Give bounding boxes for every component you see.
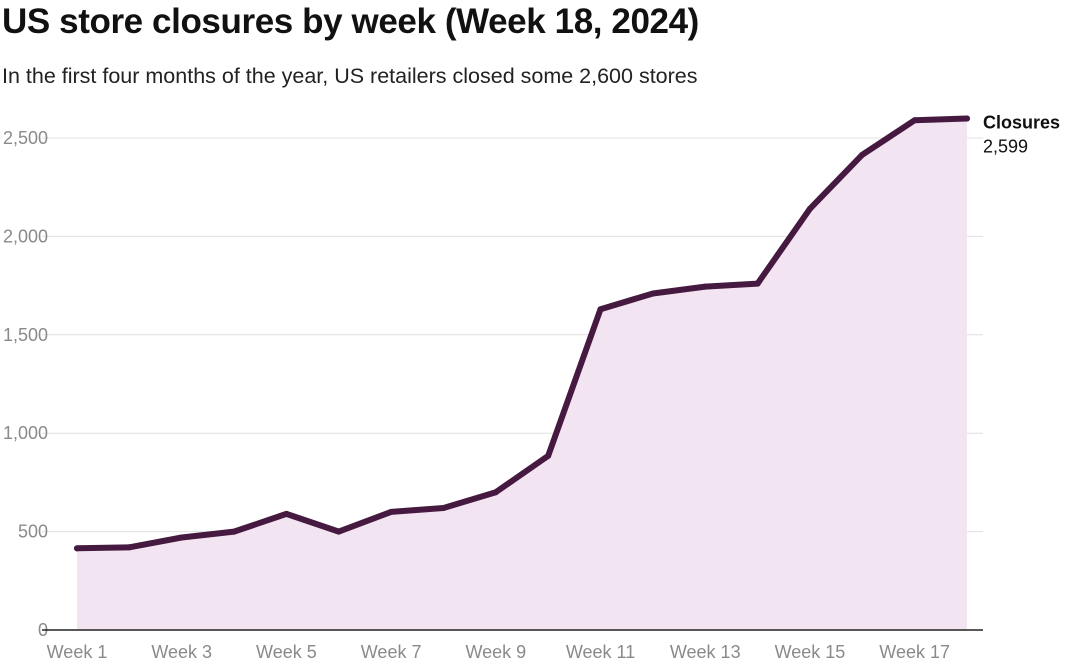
data-point [440,504,447,511]
y-tick-label: 1,500 [3,325,48,345]
chart-subtitle: In the first four months of the year, US… [2,64,698,88]
data-point [335,528,342,535]
data-point [911,117,918,124]
data-point [231,528,238,535]
x-tick-label: Week 9 [465,642,526,662]
closures-area [77,118,967,630]
x-tick-label: Week 3 [151,642,212,662]
y-tick-label: 500 [18,522,48,542]
x-tick-labels: Week 1 Week 3 Week 5 Week 7 Week 9 Week 11 Wee… [47,642,950,662]
data-point [859,151,866,158]
data-points [74,115,970,552]
data-point [545,452,552,459]
x-tick-label: Week 1 [47,642,108,662]
x-tick-label: Week 15 [775,642,846,662]
data-point [964,115,970,122]
y-tick-label: 2,000 [3,226,48,246]
x-tick-label: Week 17 [879,642,950,662]
x-tick-label: Week 13 [670,642,741,662]
data-point [74,545,80,552]
data-point [754,280,761,287]
data-point [126,544,133,551]
series-label-name: Closures [983,113,1060,133]
x-tick-label: Week 7 [361,642,422,662]
x-tick-label: Week 5 [256,642,317,662]
closures-line [74,115,970,552]
data-point [649,290,656,297]
y-tick-label: 2,500 [3,128,48,148]
series-label-value: 2,599 [983,137,1028,157]
data-point [283,510,290,517]
chart-title: US store closures by week (Week 18, 2024… [2,2,699,41]
data-point [388,508,395,515]
data-point [806,205,813,212]
data-point [702,283,709,290]
data-point [178,534,185,541]
x-tick-label: Week 11 [566,642,635,662]
y-tick-label: 1,000 [3,423,48,443]
data-point [492,489,499,496]
data-point [597,306,604,313]
